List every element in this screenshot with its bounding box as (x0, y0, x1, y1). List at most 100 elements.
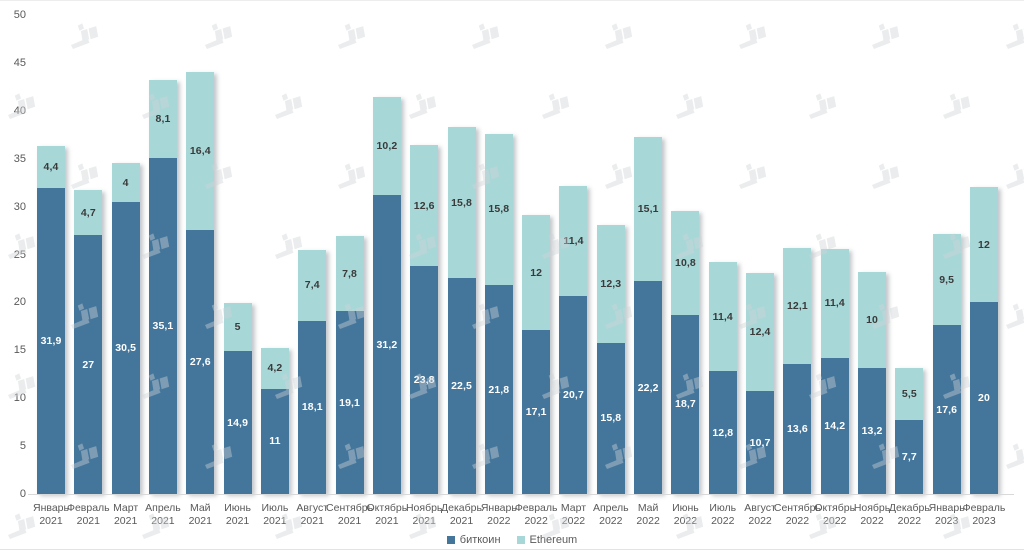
x-axis-category-label: Июнь 2022 (645, 502, 725, 528)
forklog-logo-icon (942, 92, 971, 124)
bar-stack: 4,2 11 (260, 348, 289, 494)
bar-segment-bitcoin (37, 188, 65, 494)
forklog-logo-icon (871, 22, 900, 54)
bar-segment-ethereum (596, 224, 625, 343)
legend-item-bitcoin: биткоин (446, 534, 501, 546)
category-year: 2021 (113, 515, 138, 527)
bar-stack: 10 13,2 (858, 271, 887, 494)
bar-value-label-ethereum: 8,1 (155, 112, 171, 125)
category-year: 2022 (524, 515, 548, 527)
bar-value-label-bitcoin: 14,2 (824, 419, 846, 432)
x-axis-category-label: Сентябрь 2021 (310, 502, 390, 528)
bar-stack: 12,6 23,8 (410, 145, 439, 494)
x-axis-category-label: Декабрь 2022 (869, 502, 949, 528)
bar-value-label-bitcoin: 18,1 (301, 401, 323, 414)
bar-segment-bitcoin (223, 351, 252, 494)
category-month: Август (744, 502, 776, 514)
x-axis-category-label: Июнь 2021 (198, 502, 278, 528)
x-axis-category-label: Май 2021 (160, 502, 240, 528)
bar-segment-bitcoin (708, 371, 737, 494)
bar-segment-ethereum (484, 133, 513, 286)
bar-segment-ethereum (559, 186, 588, 296)
bar-segment-bitcoin (596, 342, 625, 494)
bar-stack: 7,8 19,1 (335, 236, 364, 494)
bar-stack: 5,5 7,7 (895, 367, 924, 494)
x-axis-category-label: Август 2022 (720, 502, 800, 528)
category-year: 2022 (711, 515, 735, 527)
bar-stack: 10,8 18,7 (671, 211, 700, 494)
category-month: Август (296, 502, 329, 514)
x-axis-category-label: Январь 2022 (459, 502, 539, 528)
category-year: 2021 (151, 515, 175, 527)
bar-segment-ethereum (522, 215, 551, 331)
bar-segment-ethereum (37, 146, 65, 189)
bar-value-label-bitcoin: 31,2 (376, 338, 398, 351)
bar-value-label-ethereum: 7,8 (342, 267, 357, 280)
category-year: 2022 (599, 515, 623, 527)
bar-segment-ethereum (223, 303, 252, 352)
bar-value-label-bitcoin: 35,1 (152, 319, 174, 332)
bar-stack: 15,8 21,8 (484, 133, 513, 494)
category-year: 2021 (225, 515, 250, 527)
bar-segment-bitcoin (148, 157, 177, 494)
category-month: Январь (480, 502, 517, 514)
forklog-logo-icon (274, 92, 303, 124)
category-year: 2022 (823, 515, 847, 527)
bar-stack: 16,4 27,6 (186, 72, 215, 494)
bar-value-label-bitcoin: 22,5 (451, 380, 472, 393)
bar-stack: 12,4 10,7 (746, 272, 775, 494)
bar-segment-ethereum (372, 97, 401, 196)
category-year: 2022 (487, 515, 511, 527)
bar-segment-bitcoin (298, 320, 327, 494)
category-month: Март (560, 502, 587, 514)
bar-value-label-ethereum: 11,4 (563, 235, 584, 248)
bar-stack: 12 17,1 (522, 215, 551, 494)
category-year: 2021 (412, 515, 436, 527)
legend-swatch-bitcoin (446, 536, 455, 544)
bar-segment-ethereum (111, 163, 140, 202)
category-month: Май (637, 502, 659, 514)
category-year: 2021 (300, 515, 324, 527)
category-month: Ноябрь (853, 502, 891, 514)
forklog-logo-icon (70, 162, 99, 194)
bar-value-label-ethereum: 12,6 (413, 199, 435, 212)
bar-value-label-ethereum: 10,8 (675, 257, 696, 270)
bar-segment-bitcoin (783, 363, 812, 494)
category-month: Февраль (962, 502, 1006, 514)
bar-value-label-bitcoin: 30,5 (115, 341, 137, 354)
x-axis-category-label: Февраль 2023 (944, 502, 1024, 528)
forklog-logo-icon (738, 22, 767, 54)
bar-segment-bitcoin (970, 302, 998, 494)
forklog-logo-icon (1005, 442, 1024, 474)
x-axis-category-label: Июль 2021 (235, 502, 315, 528)
bar-segment-bitcoin (559, 295, 588, 494)
bar-value-label-bitcoin: 22,2 (637, 381, 659, 394)
bar-stack: 7,4 18,1 (298, 249, 327, 494)
bar-value-label-ethereum: 15,8 (451, 196, 472, 209)
bar-stack: 12,1 13,6 (783, 247, 812, 494)
bar-stack: 11,4 14,2 (820, 248, 849, 494)
forklog-logo-icon (604, 22, 633, 54)
x-axis-category-label: Июль 2022 (683, 502, 763, 528)
bar-value-label-ethereum: 12 (978, 238, 990, 251)
top-divider (0, 0, 1024, 1)
bar-segment-ethereum (186, 72, 215, 230)
x-axis-category-label: Январь 2023 (907, 502, 987, 528)
x-axis-category-label: Май 2022 (608, 502, 688, 528)
x-axis-category-label: Ноябрь 2022 (832, 502, 912, 528)
bar-value-label-bitcoin: 27,6 (189, 355, 211, 368)
x-axis-category-label: Март 2021 (86, 502, 166, 528)
forklog-logo-icon (337, 162, 366, 194)
bottom-divider (0, 549, 1024, 550)
bar-value-label-ethereum: 4,4 (43, 161, 59, 174)
forklog-logo-icon (1005, 302, 1024, 334)
category-month: Январь (928, 502, 965, 514)
category-year: 2022 (561, 515, 586, 527)
forklog-logo-icon (541, 92, 570, 124)
bar-value-label-ethereum: 15,1 (637, 202, 659, 215)
category-year: 2022 (897, 515, 922, 527)
x-axis-category-label: Февраль 2021 (48, 502, 128, 528)
category-month: Июль (261, 502, 289, 514)
y-axis-tick-label: 10 (13, 392, 26, 405)
